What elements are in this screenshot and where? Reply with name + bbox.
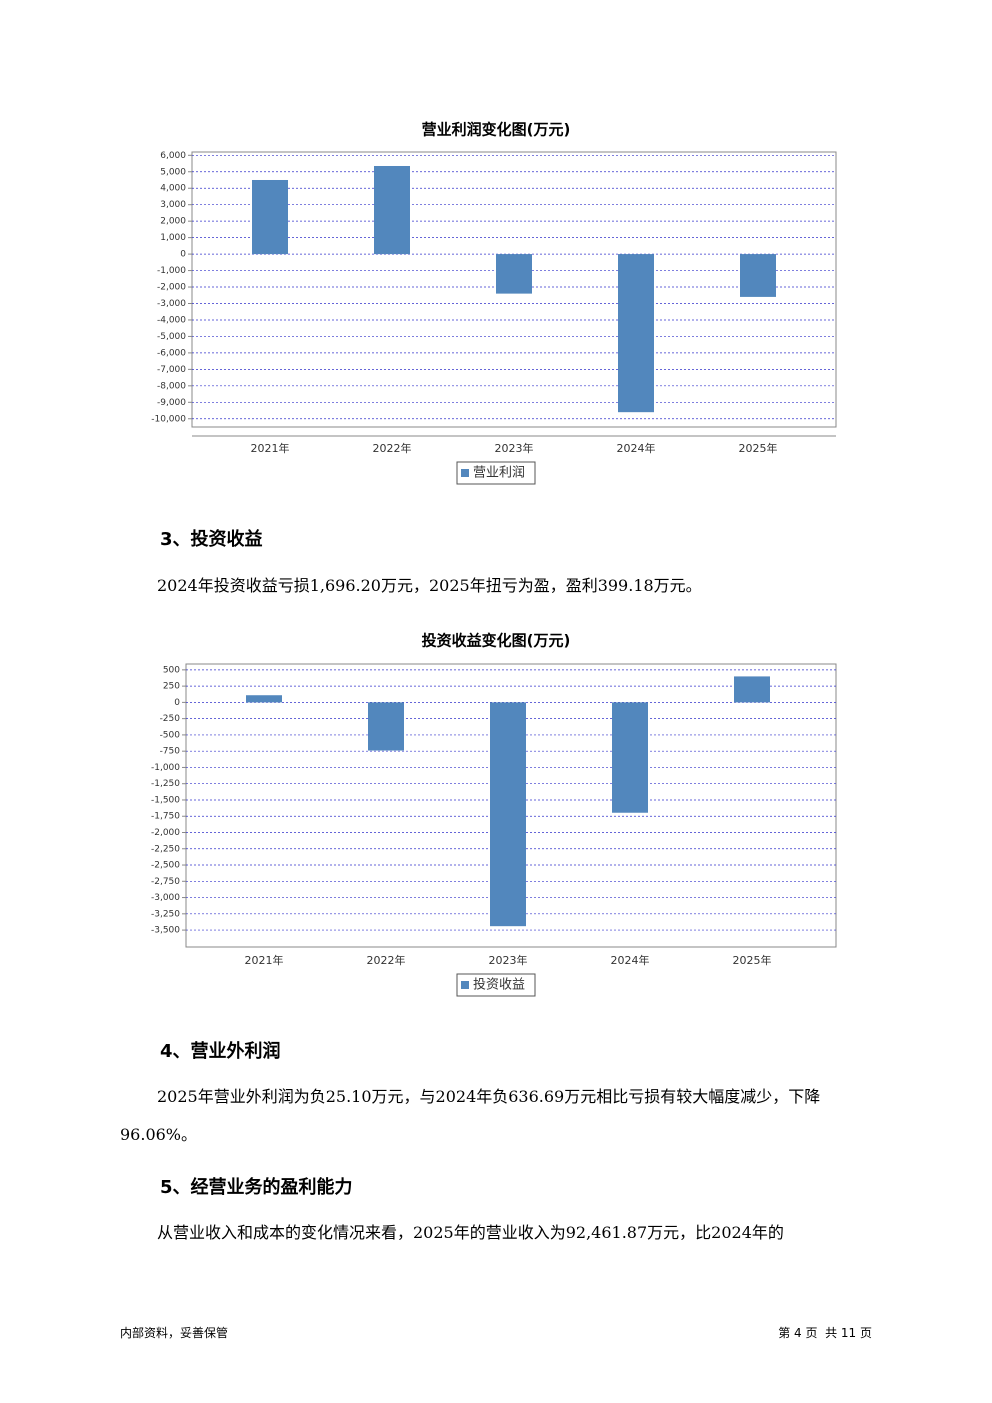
x-tick-label: 2025年 bbox=[739, 441, 778, 455]
heading: 5、经营业务的盈利能力 bbox=[160, 1177, 353, 1198]
y-tick-label: -1,500 bbox=[151, 795, 180, 805]
x-tick-label: 2021年 bbox=[251, 441, 290, 455]
legend-box bbox=[456, 973, 536, 997]
footer-left: 内部资料，妥善保管 bbox=[120, 1326, 229, 1340]
bar bbox=[246, 695, 282, 703]
y-tick-label: 3,000 bbox=[160, 200, 186, 210]
y-tick-label: 2,000 bbox=[160, 217, 186, 227]
y-tick-label: 0 bbox=[180, 250, 186, 260]
y-tick-label: -9,000 bbox=[157, 398, 186, 408]
legend-box bbox=[456, 461, 536, 485]
y-tick-label: 1,000 bbox=[160, 233, 186, 243]
bar bbox=[734, 676, 770, 703]
y-tick-label: -7,000 bbox=[157, 365, 186, 375]
y-tick-label: -1,000 bbox=[157, 266, 186, 276]
legend-label: 投资收益 bbox=[473, 977, 525, 993]
bar bbox=[612, 702, 648, 813]
bar bbox=[252, 179, 288, 255]
heading: 4、营业外利润 bbox=[160, 1041, 281, 1062]
y-tick-label: -750 bbox=[160, 747, 181, 757]
x-tick-label: 2022年 bbox=[367, 953, 406, 967]
y-tick-label: -3,250 bbox=[151, 909, 180, 919]
x-tick-label: 2021年 bbox=[245, 953, 284, 967]
paragraph: 2025年营业外利润为负25.10万元，与2024年负636.69万元相比亏损有… bbox=[120, 1087, 821, 1144]
y-tick-label: -2,750 bbox=[151, 877, 180, 887]
y-tick-label: -1,750 bbox=[151, 812, 180, 822]
x-tick-label: 2023年 bbox=[489, 953, 528, 967]
y-tick-label: -2,250 bbox=[151, 844, 180, 854]
y-tick-label: -4,000 bbox=[157, 315, 186, 325]
y-tick-label: 250 bbox=[163, 682, 180, 692]
paragraph: 2024年投资收益亏损1,696.20万元，2025年扭亏为盈，盈利399.18… bbox=[157, 576, 702, 595]
y-tick-label: -2,000 bbox=[151, 828, 180, 838]
x-tick-label: 2023年 bbox=[495, 441, 534, 455]
y-tick-label: 4,000 bbox=[160, 184, 186, 194]
x-tick-label: 2024年 bbox=[611, 953, 650, 967]
bar bbox=[618, 254, 654, 413]
y-tick-label: 5,000 bbox=[160, 167, 186, 177]
y-tick-label: -5,000 bbox=[157, 332, 186, 342]
y-tick-label: -3,000 bbox=[151, 893, 180, 903]
y-tick-label: -3,500 bbox=[151, 926, 180, 936]
heading: 3、投资收益 bbox=[160, 529, 263, 550]
x-tick-label: 2025年 bbox=[733, 953, 772, 967]
legend-label: 营业利润 bbox=[473, 466, 525, 481]
legend-swatch bbox=[461, 981, 469, 989]
y-tick-label: -3,000 bbox=[157, 299, 186, 309]
footer-right: 第 4 页 共 11 页 bbox=[778, 1326, 872, 1340]
y-tick-label: -2,000 bbox=[157, 283, 186, 293]
bar bbox=[374, 165, 410, 255]
y-tick-label: 6,000 bbox=[160, 151, 186, 161]
legend-swatch bbox=[461, 469, 469, 477]
y-tick-label: -250 bbox=[160, 714, 181, 724]
x-tick-label: 2024年 bbox=[617, 441, 656, 455]
bar bbox=[368, 702, 404, 751]
chart-title: 投资收益变化图(万元) bbox=[422, 632, 571, 650]
bar bbox=[496, 254, 532, 294]
y-tick-label: -1,000 bbox=[151, 763, 180, 773]
y-tick-label: -8,000 bbox=[157, 381, 186, 391]
chart-title: 营业利润变化图(万元) bbox=[422, 121, 571, 139]
bar bbox=[740, 254, 776, 297]
x-tick-label: 2022年 bbox=[373, 441, 412, 455]
y-tick-label: -10,000 bbox=[151, 414, 186, 424]
y-tick-label: 0 bbox=[174, 698, 180, 708]
y-tick-label: -500 bbox=[160, 730, 181, 740]
bar bbox=[490, 702, 526, 927]
y-tick-label: -6,000 bbox=[157, 348, 186, 358]
y-tick-label: -2,500 bbox=[151, 861, 180, 871]
y-tick-label: -1,250 bbox=[151, 779, 180, 789]
paragraph: 从营业收入和成本的变化情况来看，2025年的营业收入为92,461.87万元，比… bbox=[157, 1223, 784, 1242]
y-tick-label: 500 bbox=[163, 665, 180, 675]
